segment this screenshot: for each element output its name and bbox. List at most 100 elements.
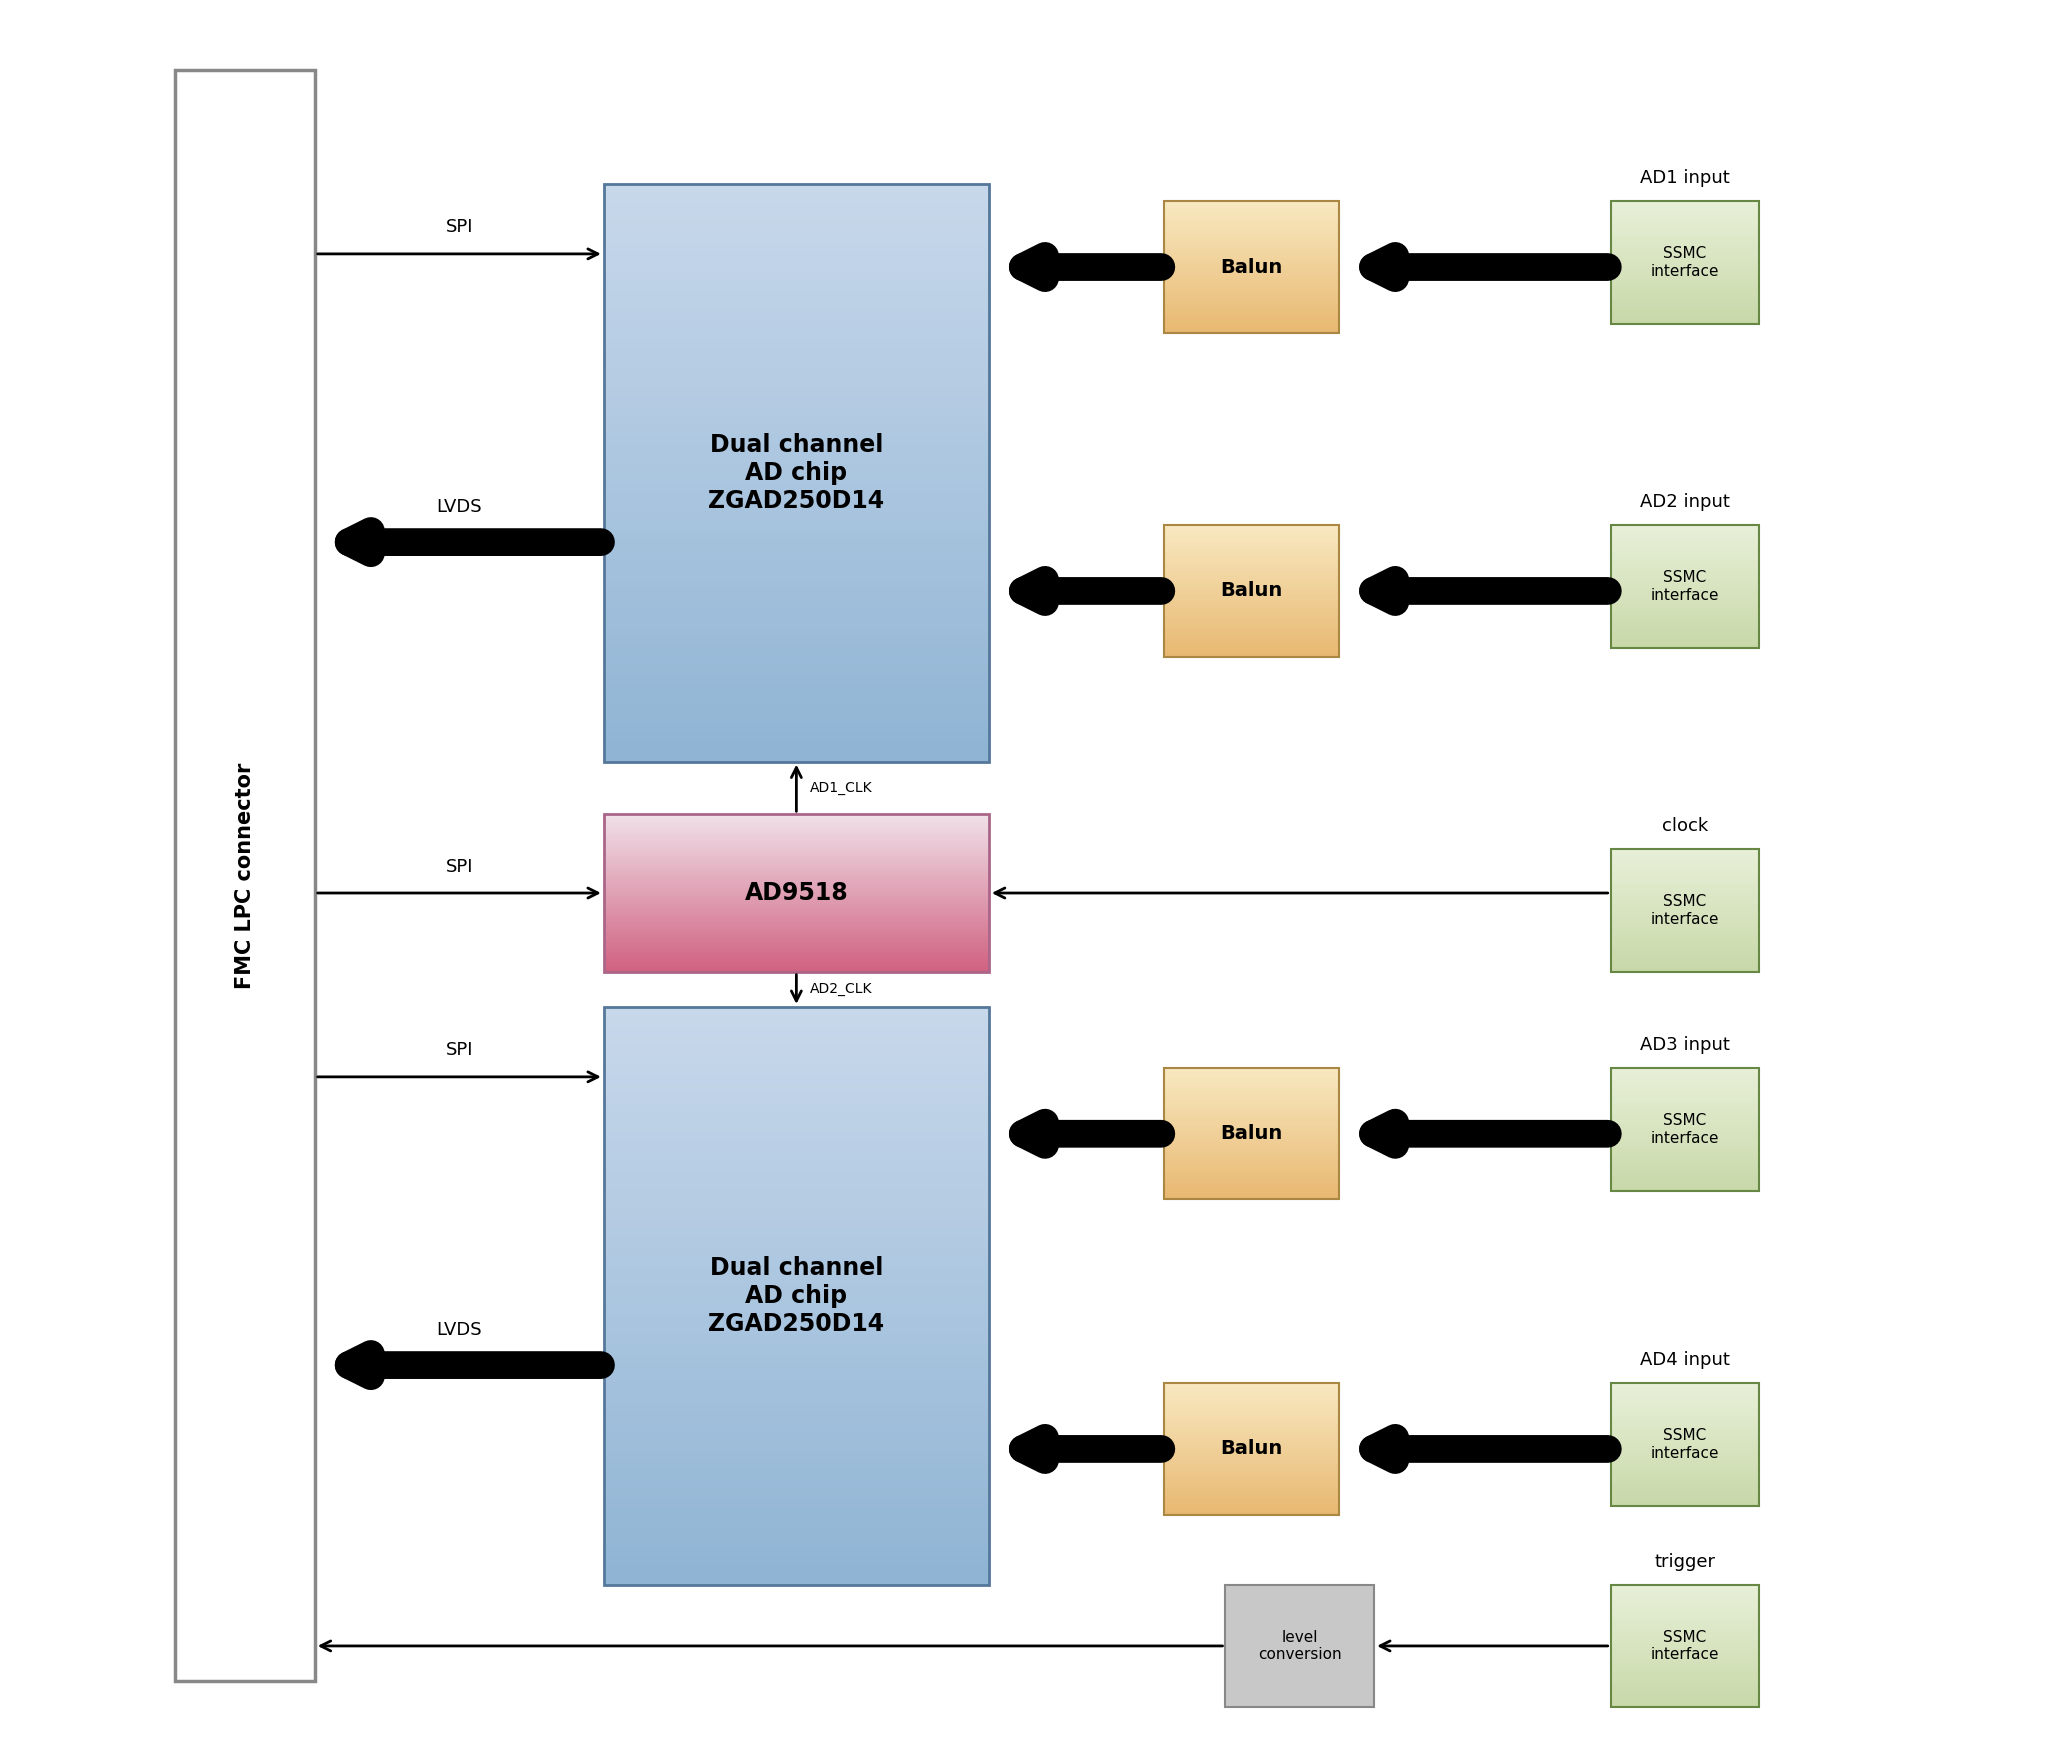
Bar — [1610, 1150, 1759, 1152]
Bar — [1163, 320, 1339, 322]
Bar — [604, 261, 989, 271]
Bar — [604, 870, 989, 872]
Bar — [1610, 299, 1759, 301]
Bar — [1163, 229, 1339, 233]
Bar — [1163, 1427, 1339, 1429]
Bar — [604, 753, 989, 762]
Bar — [1610, 849, 1759, 972]
Bar — [1225, 1609, 1374, 1611]
Bar — [604, 222, 989, 233]
Bar — [1610, 937, 1759, 939]
Bar — [1610, 229, 1759, 233]
Bar — [1163, 1513, 1339, 1515]
Bar — [1610, 564, 1759, 566]
Bar — [1610, 1189, 1759, 1191]
Bar — [1225, 1704, 1374, 1705]
Bar — [604, 1199, 989, 1208]
Bar — [1610, 947, 1759, 949]
Bar — [604, 970, 989, 972]
Bar — [604, 1499, 989, 1508]
Bar — [1610, 918, 1759, 919]
Bar — [1610, 602, 1759, 606]
Bar — [1610, 890, 1759, 893]
Bar — [604, 946, 989, 949]
Bar — [1163, 574, 1339, 576]
Bar — [604, 921, 989, 925]
Bar — [604, 816, 989, 819]
Bar — [1610, 1469, 1759, 1471]
Bar — [1163, 1110, 1339, 1112]
Bar — [604, 252, 989, 261]
Bar — [1225, 1590, 1374, 1593]
Bar — [1163, 525, 1339, 657]
Bar — [1610, 1648, 1759, 1649]
Bar — [1163, 1425, 1339, 1427]
Bar — [1610, 1606, 1759, 1607]
Bar — [604, 406, 989, 415]
Bar — [604, 1026, 989, 1037]
Bar — [604, 1362, 989, 1373]
Bar — [1163, 613, 1339, 615]
Bar — [604, 919, 989, 921]
Bar — [604, 569, 989, 578]
Bar — [1610, 618, 1759, 620]
Bar — [1610, 1599, 1759, 1600]
Bar — [1610, 1128, 1759, 1129]
Bar — [1610, 1686, 1759, 1688]
Bar — [1610, 622, 1759, 623]
Bar — [604, 825, 989, 828]
Bar — [1163, 1166, 1339, 1170]
Bar — [1225, 1585, 1374, 1586]
Bar — [1225, 1639, 1374, 1642]
Bar — [1163, 1383, 1339, 1515]
Bar — [1610, 569, 1759, 571]
Bar — [1163, 1394, 1339, 1397]
Bar — [604, 883, 989, 886]
Bar — [1610, 201, 1759, 324]
Bar — [1610, 1630, 1759, 1632]
Bar — [1610, 583, 1759, 585]
Bar — [1610, 1621, 1759, 1623]
Bar — [1610, 1157, 1759, 1161]
Bar — [1225, 1611, 1374, 1613]
Bar — [1610, 1164, 1759, 1166]
Bar — [604, 280, 989, 291]
Bar — [1610, 221, 1759, 222]
Text: clock: clock — [1661, 818, 1708, 835]
Bar — [604, 1114, 989, 1122]
Bar — [1163, 289, 1339, 291]
Bar — [1163, 557, 1339, 559]
Bar — [604, 695, 989, 704]
Bar — [604, 1565, 989, 1576]
Bar — [1610, 958, 1759, 960]
Bar — [1610, 1613, 1759, 1614]
Bar — [1225, 1677, 1374, 1679]
Bar — [1163, 1108, 1339, 1110]
Bar — [1610, 217, 1759, 221]
Bar — [1610, 1620, 1759, 1621]
Bar — [1225, 1628, 1374, 1630]
Bar — [604, 184, 989, 194]
Bar — [604, 1478, 989, 1488]
Bar — [604, 1191, 989, 1199]
Bar — [1610, 214, 1759, 215]
Bar — [1163, 567, 1339, 569]
Bar — [1610, 1114, 1759, 1115]
Bar — [1163, 238, 1339, 242]
Bar — [1163, 1383, 1339, 1385]
Bar — [1610, 1187, 1759, 1189]
Bar — [174, 70, 315, 1681]
Bar — [1163, 1152, 1339, 1154]
Bar — [1610, 1450, 1759, 1453]
Bar — [604, 925, 989, 928]
Bar — [1163, 630, 1339, 632]
Bar — [1163, 221, 1339, 224]
Bar — [1163, 292, 1339, 296]
Bar — [1610, 254, 1759, 257]
Bar — [1225, 1656, 1374, 1658]
Bar — [604, 833, 989, 835]
Bar — [1163, 550, 1339, 552]
Bar — [604, 1122, 989, 1133]
Bar — [604, 819, 989, 823]
Bar — [1610, 1108, 1759, 1112]
